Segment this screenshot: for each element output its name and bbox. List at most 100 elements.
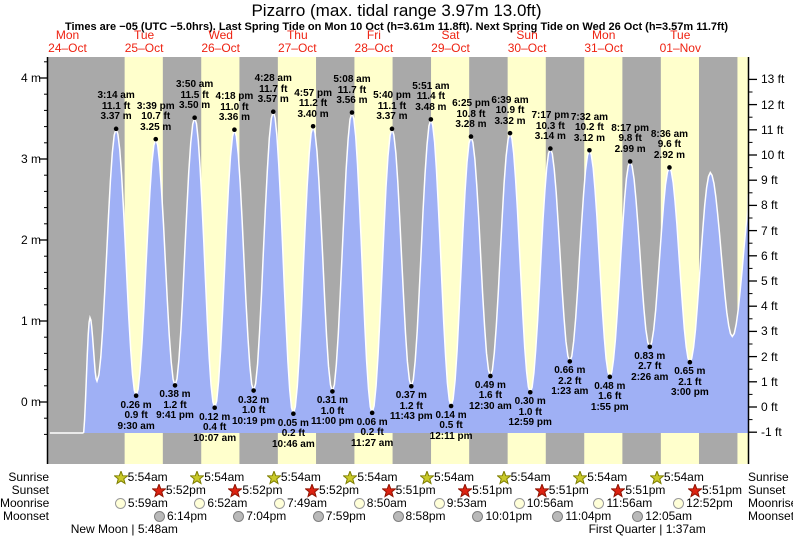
row-label-left-sunrise: Sunrise: [8, 470, 49, 484]
sun-moon-time: 5:51pm: [395, 483, 436, 497]
tide-annotation-line: 10:07 am: [193, 432, 237, 444]
right-axis-label: 13 ft: [761, 72, 785, 87]
tide-annotation-line: 11.1 ft: [377, 100, 407, 112]
tide-extreme-dot: [172, 383, 178, 388]
tide-annotation-line: 10.8 ft: [456, 108, 486, 120]
tide-annotation-line: 11:43 pm: [389, 411, 433, 423]
tide-annotation-line: 10.7 ft: [141, 111, 171, 123]
day-date: 30–Oct: [507, 41, 547, 55]
tide-annotation-line: 3.28 m: [455, 119, 487, 131]
tide-extreme-dot: [468, 134, 474, 139]
tide-annotation-line: 10.9 ft: [495, 105, 525, 117]
day-date: 27–Oct: [277, 41, 317, 55]
low-tide-annotation: 0.83 m 2.7 ft 2:26 am: [618, 351, 682, 384]
tide-annotation-line: 1.2 ft: [163, 399, 187, 411]
tide-annotation-line: 10:19 pm: [231, 415, 276, 427]
day-date: 28–Oct: [354, 41, 394, 55]
tide-extreme-dot: [428, 117, 434, 122]
tide-annotation-line: 1.0 ft: [320, 405, 345, 417]
sun-moon-time: 5:52pm: [319, 483, 360, 497]
tide-annotation-line: 11.5 ft: [180, 89, 209, 101]
row-label-right-sunset: Sunset: [748, 483, 786, 497]
tide-extreme-dot: [369, 410, 375, 416]
right-axis-label: 0 ft: [761, 400, 778, 414]
left-axis-label: 0 m: [20, 395, 41, 409]
tide-extreme-dot: [507, 130, 513, 136]
tide-annotation-line: 4:18 pm: [215, 91, 254, 103]
high-tide-annotation: 5:40 pm 11.1 ft 3.37 m: [360, 91, 424, 123]
right-axis-label: 7 ft: [761, 223, 778, 238]
tide-annotation-line: 11:27 am: [351, 437, 394, 449]
tide-extreme-dot: [448, 403, 454, 409]
high-tide-annotation: 4:57 pm 11.2 ft 3.40 m: [281, 88, 345, 121]
tide-annotation-line: 3.48 m: [415, 101, 447, 113]
day-header: Wed 26–Oct: [183, 29, 259, 55]
sun-moon-time: 5:54am: [663, 470, 704, 484]
left-axis-label: 2 m: [20, 233, 41, 247]
low-tide-annotation: 0.06 m 0.2 ft 11:27 am: [340, 417, 404, 450]
day-header: Sat 29–Oct: [413, 29, 489, 55]
tide-annotation-line: 0.38 m: [159, 389, 191, 401]
day-date: 29–Oct: [431, 41, 470, 55]
tide-annotation-line: 2.7 ft: [638, 361, 662, 373]
tide-annotation-line: 0.32 m: [238, 394, 270, 406]
day-date: 24–Oct: [48, 41, 87, 55]
day-name: Wed: [208, 28, 233, 42]
tide-annotation-line: 0.5 ft: [439, 420, 463, 432]
low-tide-annotation: 0.30 m 1.0 ft 12:59 pm: [498, 397, 562, 429]
sun-moon-time: 5:54am: [127, 470, 168, 484]
day-name: Mon: [55, 28, 80, 42]
sun-moon-time: 10:01pm: [485, 509, 533, 523]
low-tide-annotation: 0.65 m 2.1 ft 3:00 pm: [658, 367, 722, 399]
tide-annotation-line: 5:40 pm: [373, 90, 411, 102]
high-tide-annotation: 6:39 am 10.9 ft 3.32 m: [478, 95, 542, 128]
sun-moon-time: 5:54am: [510, 470, 551, 484]
high-tide-annotation: 5:08 am 11.7 ft 3.56 m: [320, 75, 384, 107]
tide-annotation-line: 0.37 m: [395, 390, 427, 402]
tide-extreme-dot: [627, 159, 633, 164]
sun-moon-time: 5:51pm: [625, 483, 666, 497]
tide-annotation-line: 11.7 ft: [337, 84, 367, 96]
day-header: Tue 25–Oct: [106, 29, 182, 55]
tide-extreme-dot: [310, 123, 316, 129]
right-axis-label: 5 ft: [761, 274, 778, 288]
tide-annotation-line: 3:14 am: [97, 90, 135, 102]
tide-annotation-line: 7:32 am: [570, 111, 609, 123]
low-tide-annotation: 0.38 m 1.2 ft 9:41 pm: [143, 390, 207, 422]
tide-annotation-line: 0.30 m: [514, 396, 546, 408]
sun-moon-time: 7:04pm: [246, 509, 287, 523]
tide-annotation-line: 9:41 pm: [156, 410, 194, 422]
tide-extreme-dot: [330, 389, 335, 394]
row-label-left-moonrise: Moonrise: [0, 496, 50, 510]
spring-tide-subtitle: Times are −05 (UTC −5.0hrs). Last Spring…: [64, 21, 729, 33]
tide-extreme-dot: [488, 373, 493, 379]
tide-extreme-dot: [270, 109, 276, 114]
day-name: Mon: [592, 28, 616, 42]
tide-annotation-line: 1.6 ft: [478, 390, 503, 402]
left-axis-label: 4 m: [20, 71, 41, 85]
sun-moon-time: 7:59pm: [325, 509, 366, 523]
tide-annotation-line: 3:00 pm: [670, 387, 709, 399]
tide-annotation-line: 3.32 m: [494, 115, 526, 127]
tide-extreme-dot: [251, 388, 256, 393]
tide-annotation-line: 12:30 am: [468, 400, 512, 412]
left-axis-label: 3 m: [20, 152, 41, 166]
tide-annotation-line: 3.25 m: [140, 121, 172, 133]
day-name: Tue: [133, 28, 155, 42]
tide-annotation-line: 9:30 am: [117, 420, 155, 432]
sun-moon-time: 6:52am: [207, 496, 248, 510]
tide-annotation-line: 11.7 ft: [259, 83, 288, 95]
tide-annotation-line: 11.0 ft: [220, 101, 249, 113]
tide-annotation-line: 2.1 ft: [678, 376, 702, 388]
day-name: Fri: [366, 28, 381, 42]
tide-annotation-line: 3.40 m: [297, 108, 329, 120]
tide-annotation-line: 3.14 m: [534, 131, 566, 143]
high-tide-annotation: 4:18 pm 11.0 ft 3.36 m: [202, 92, 266, 124]
tide-annotation-line: 3.50 m: [179, 100, 211, 112]
tide-annotation-line: 11.4 ft: [416, 91, 446, 103]
tide-annotation-line: 1:23 am: [551, 386, 589, 398]
tide-extreme-dot: [587, 148, 592, 153]
right-axis-label: 3 ft: [761, 324, 778, 339]
tide-annotation-line: 3.36 m: [218, 112, 250, 124]
